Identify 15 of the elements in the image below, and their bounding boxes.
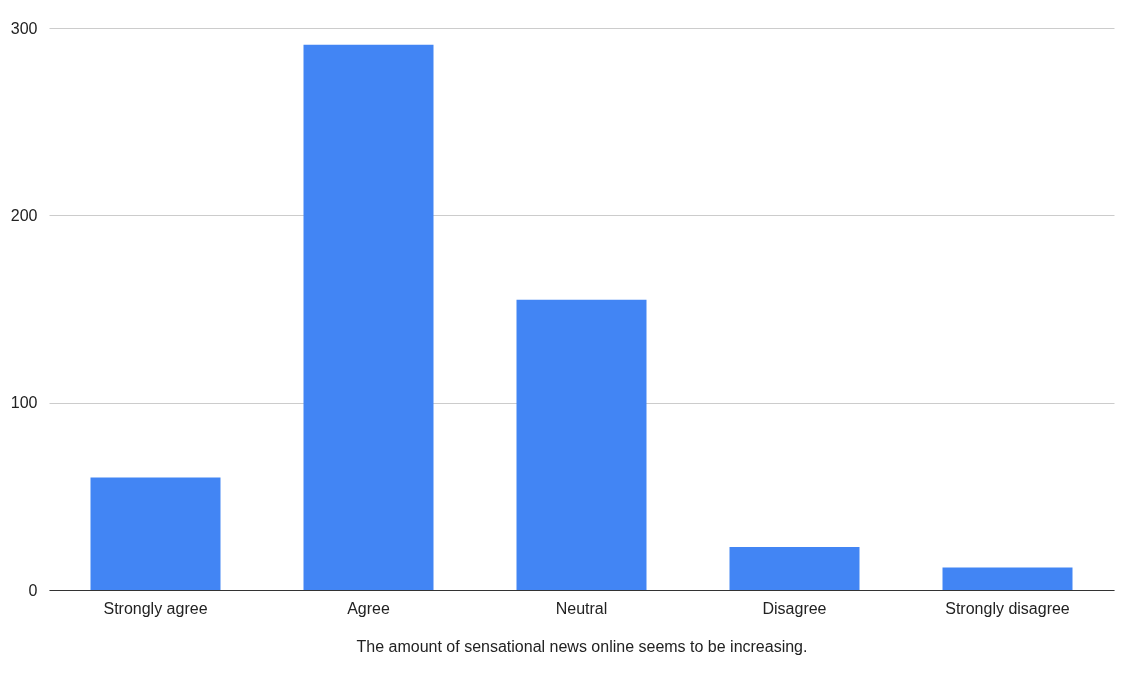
y-tick-label: 200: [10, 206, 38, 224]
y-tick-label: 0: [28, 581, 38, 599]
x-tick-label: Agree: [347, 599, 390, 617]
x-axis-title: The amount of sensational news online seems to be increasing.: [356, 637, 808, 655]
y-tick-label: 100: [10, 394, 38, 412]
bar: [303, 44, 434, 590]
x-tick-label: Disagree: [762, 599, 827, 617]
bar: [90, 477, 221, 590]
x-tick-label: Strongly agree: [103, 599, 208, 617]
bar: [942, 567, 1073, 590]
x-tick-label: Strongly disagree: [945, 599, 1070, 617]
y-tick-label: 300: [10, 19, 38, 37]
bar: [729, 546, 860, 590]
bar: [516, 299, 647, 590]
x-tick-label: Neutral: [555, 599, 608, 617]
